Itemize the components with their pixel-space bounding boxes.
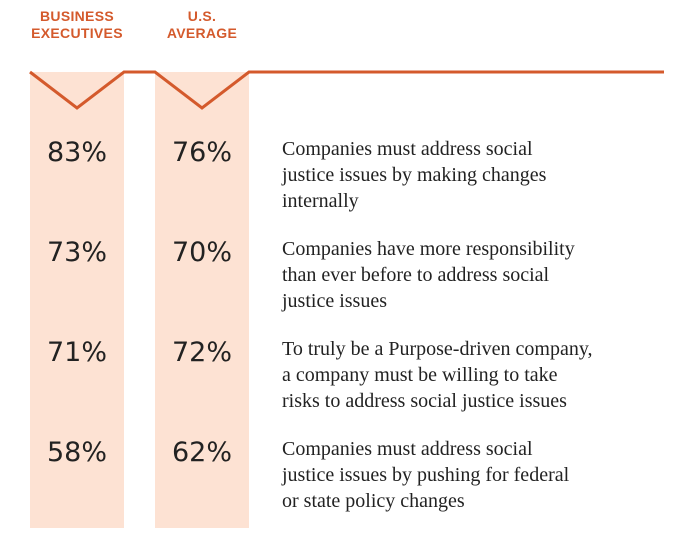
statement-line: or state policy changes (282, 490, 465, 512)
us-average-value: 72% (171, 337, 232, 368)
statement-text: Companies must address social justice iss… (282, 136, 642, 214)
business-executives-header: BUSINESS EXECUTIVES (12, 8, 142, 42)
business-executives-column (30, 72, 124, 528)
statement-line: risks to address social justice issues (282, 390, 567, 412)
statement-text: Companies have more responsibility than e… (282, 236, 642, 314)
header-line: BUSINESS (40, 8, 114, 24)
us-average-value: 76% (171, 137, 232, 168)
business-executives-value: 73% (46, 237, 107, 268)
header-rule-line (29, 70, 664, 110)
statement-line: internally (282, 190, 359, 212)
statement-text: To truly be a Purpose-driven company, a c… (282, 336, 642, 414)
statement-line: To truly be a Purpose-driven company, (282, 338, 593, 360)
statement-line: Companies must address social (282, 138, 533, 160)
us-average-value: 70% (171, 237, 232, 268)
header-line: EXECUTIVES (31, 25, 123, 41)
header-line: U.S. (187, 8, 217, 24)
header-rule (29, 70, 664, 110)
statement-line: Companies must address social (282, 438, 533, 460)
us-average-value: 62% (171, 437, 232, 468)
business-executives-value: 71% (46, 337, 107, 368)
header-line: AVERAGE (166, 25, 238, 41)
statement-line: Companies have more responsibility (282, 238, 575, 260)
business-executives-value: 58% (46, 437, 107, 468)
statement-text: Companies must address social justice iss… (282, 436, 642, 514)
statement-line: than ever before to address social (282, 264, 550, 286)
statement-line: justice issues (282, 290, 387, 312)
statement-line: justice issues by making changes (282, 164, 547, 186)
statement-line: justice issues by pushing for federal (282, 464, 570, 486)
us-average-header: U.S. AVERAGE (137, 8, 267, 42)
us-average-column (155, 72, 249, 528)
statement-line: a company must be willing to take (282, 364, 558, 386)
business-executives-value: 83% (46, 137, 107, 168)
